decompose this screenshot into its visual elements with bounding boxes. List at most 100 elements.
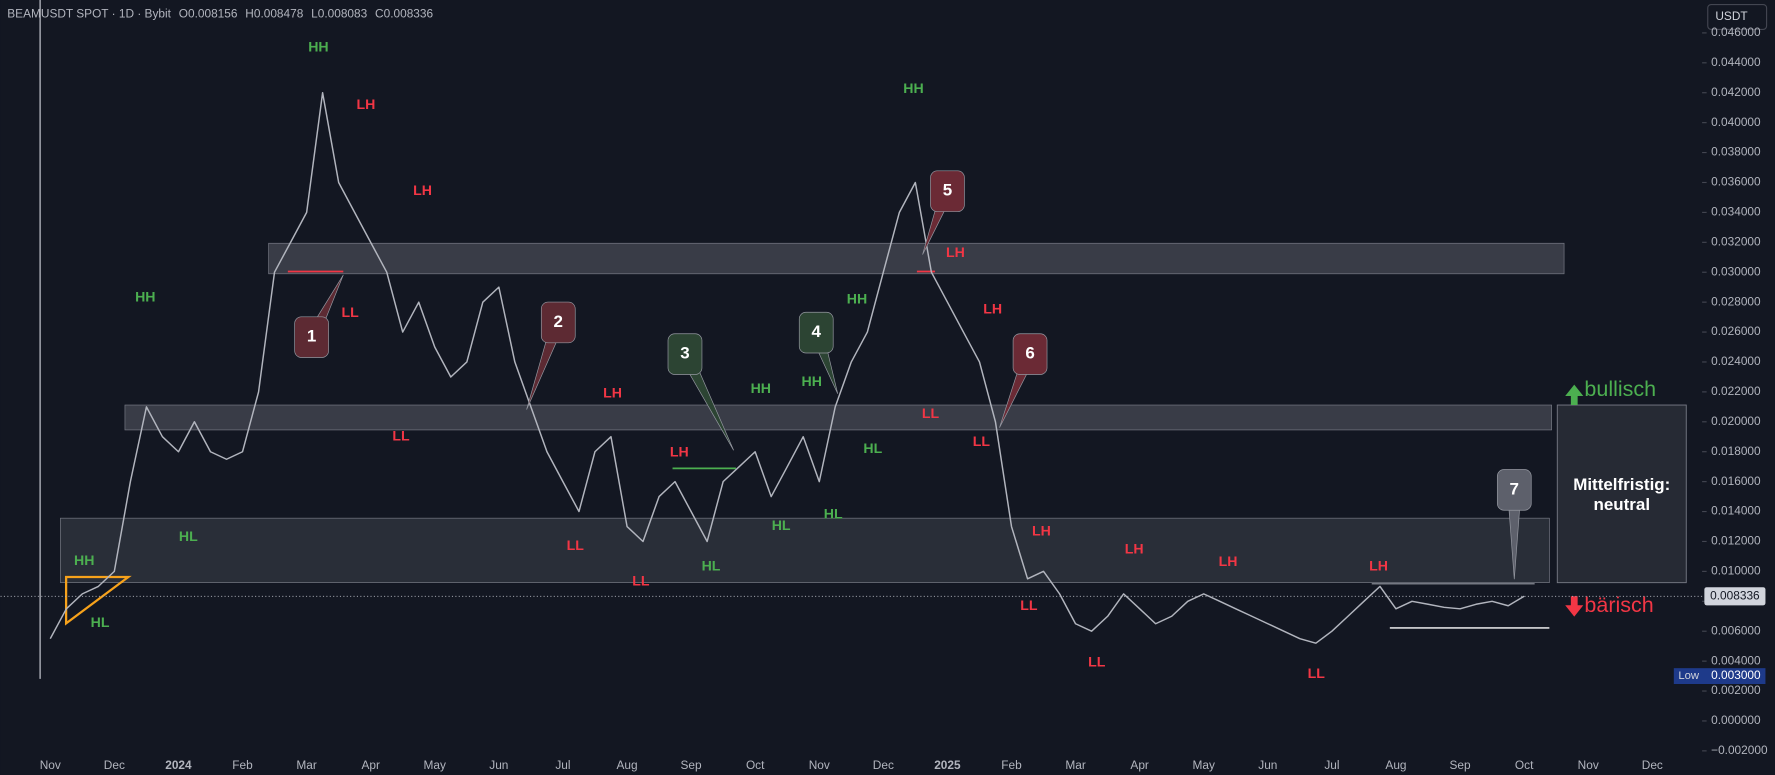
- swing-label: HH: [847, 291, 867, 307]
- x-tick-label: 2024: [165, 758, 192, 772]
- bullish-label: bullisch: [1584, 377, 1656, 401]
- x-tick-label: Jul: [555, 758, 570, 772]
- x-tick-label: 2025: [934, 758, 961, 772]
- x-tick-label: Sep: [681, 758, 703, 772]
- support-zone: [60, 517, 1550, 584]
- y-tick-label: 0.022000: [1711, 384, 1761, 398]
- x-tick-label: Feb: [1001, 758, 1022, 772]
- y-tick-label: 0.002000: [1711, 683, 1761, 697]
- callout-number: 3: [680, 344, 689, 363]
- y-tick-label: 0.014000: [1711, 504, 1761, 518]
- x-tick-label: Feb: [232, 758, 253, 772]
- x-tick-label: Dec: [1642, 758, 1663, 772]
- swing-label: HL: [179, 528, 198, 544]
- swing-label: HL: [772, 517, 791, 533]
- swing-label: LH: [1219, 553, 1238, 569]
- ohlc-letter: O: [179, 7, 188, 21]
- callout-box: [798, 311, 834, 354]
- price-line: [49, 92, 1525, 644]
- swing-label: HL: [863, 440, 882, 456]
- callout-number: 1: [307, 327, 316, 346]
- x-tick-label: Jul: [1324, 758, 1339, 772]
- swing-label: HH: [751, 380, 771, 396]
- callout-number: 2: [554, 312, 563, 331]
- callout: 5: [922, 170, 965, 255]
- swing-label: LL: [1020, 597, 1038, 613]
- symbol: BEAMUSDT SPOT · 1D · Bybit: [7, 7, 171, 21]
- swing-label: LH: [413, 182, 432, 198]
- callout-box: [930, 170, 965, 212]
- swing-label: LH: [603, 384, 622, 400]
- last-price-box: [1704, 587, 1766, 606]
- x-tick-label: Sep: [1450, 758, 1472, 772]
- swing-label: LL: [392, 427, 410, 443]
- callout-box: [540, 301, 576, 344]
- x-tick-label: Nov: [809, 758, 830, 772]
- outlook-text: Mittelfristig:: [1573, 475, 1670, 494]
- y-tick-label: 0.038000: [1711, 145, 1761, 159]
- y-tick-label: 0.010000: [1711, 564, 1761, 578]
- x-tick-label: Aug: [1385, 758, 1406, 772]
- swing-label: HH: [801, 373, 821, 389]
- ohlc-value: 0.008156: [188, 7, 238, 21]
- x-tick-label: Jun: [489, 758, 508, 772]
- x-tick-label: Apr: [361, 758, 380, 772]
- down-arrow: [1565, 596, 1584, 617]
- swing-label: LL: [632, 572, 650, 588]
- callout-number: 6: [1025, 344, 1034, 363]
- x-tick-label: Oct: [1515, 758, 1534, 772]
- y-tick-label: 0.026000: [1711, 324, 1761, 338]
- callout-box: [1012, 333, 1048, 375]
- currency[interactable]: USDT: [1715, 9, 1747, 23]
- callout-box: [667, 333, 703, 375]
- x-tick-label: Dec: [873, 758, 894, 772]
- swing-label: HH: [903, 80, 923, 96]
- mid-zone: [124, 404, 1552, 431]
- y-tick-label: 0.042000: [1711, 85, 1761, 99]
- last-price-label: 0.008336: [1710, 588, 1760, 602]
- currency-button[interactable]: [1707, 3, 1768, 30]
- callout: 1: [294, 274, 344, 358]
- swing-label: HL: [702, 558, 721, 574]
- y-tick-label: 0.044000: [1711, 55, 1761, 69]
- y-tick-label: 0.004000: [1711, 653, 1761, 667]
- y-tick-label: 0.036000: [1711, 175, 1761, 189]
- resistance-zone: [268, 242, 1565, 275]
- swing-label: LH: [670, 443, 689, 459]
- bearish-label: bärisch: [1584, 593, 1653, 617]
- x-tick-label: Aug: [616, 758, 637, 772]
- swing-label: LH: [983, 301, 1002, 317]
- swing-label: LL: [922, 405, 940, 421]
- callout: 6: [999, 333, 1048, 428]
- outlook-text: neutral: [1593, 495, 1650, 514]
- x-tick-label: Jun: [1258, 758, 1277, 772]
- outlook-box: [1556, 404, 1687, 584]
- ohlc-value: 0.008083: [318, 7, 368, 21]
- swing-label: HL: [91, 614, 110, 630]
- y-tick-label: 0.006000: [1711, 623, 1761, 637]
- callout-box: [294, 316, 329, 358]
- swing-label: LL: [973, 433, 991, 449]
- swing-label: LL: [1308, 665, 1326, 681]
- swing-label: LH: [946, 244, 965, 260]
- callout-number: 7: [1510, 479, 1519, 498]
- ohlc-letter: H: [245, 7, 254, 21]
- y-tick-label: −0.002000: [1711, 743, 1768, 757]
- ohlc-letter: C: [375, 7, 384, 21]
- callout-number: 5: [943, 181, 952, 200]
- y-tick-label: 0.040000: [1711, 115, 1761, 129]
- x-tick-label: Mar: [296, 758, 316, 772]
- low-text: Low: [1678, 670, 1700, 682]
- callout: 7: [1496, 469, 1532, 580]
- y-tick-label: 0.032000: [1711, 234, 1761, 248]
- y-tick-label: 0.016000: [1711, 474, 1761, 488]
- y-tick-label: 0.034000: [1711, 205, 1761, 219]
- y-tick-label: 0.024000: [1711, 354, 1761, 368]
- y-tick-label: 0.028000: [1711, 294, 1761, 308]
- callout-box: [1496, 469, 1532, 511]
- y-tick-label: 0.046000: [1711, 25, 1761, 39]
- swing-label: LH: [1369, 558, 1388, 574]
- swing-label: HH: [74, 552, 94, 568]
